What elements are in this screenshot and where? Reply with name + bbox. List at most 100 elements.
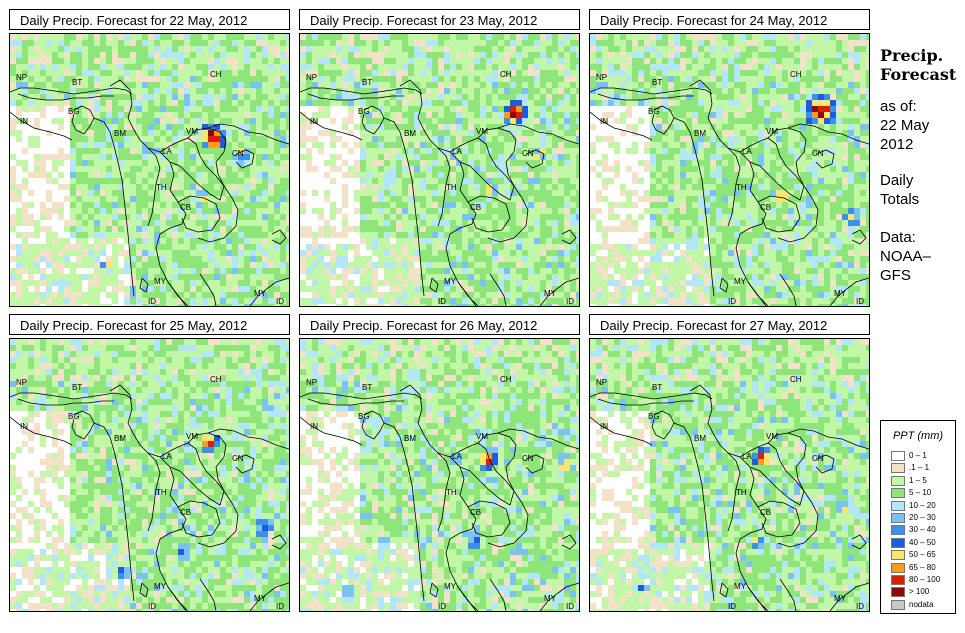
country-border xyxy=(437,147,479,306)
country-border xyxy=(467,195,511,233)
country-border xyxy=(539,582,579,611)
legend-label: 50 – 65 xyxy=(909,550,936,560)
country-border xyxy=(199,273,217,306)
legend-swatch xyxy=(891,599,905,610)
country-label: BM xyxy=(404,129,416,138)
legend-label: 30 – 40 xyxy=(909,525,936,535)
country-label: CH xyxy=(210,70,222,79)
legend-swatch xyxy=(891,537,905,548)
legend-label: .1 – 1 xyxy=(909,463,930,473)
country-border xyxy=(271,534,287,550)
side-totals: Totals xyxy=(880,191,920,208)
country-border xyxy=(561,229,577,245)
legend-swatch xyxy=(891,550,905,561)
country-label: ID xyxy=(728,297,736,306)
country-label: VM xyxy=(766,127,778,136)
forecast-panel-2: Daily Precip. Forecast for 23 May, 2012 … xyxy=(299,9,582,307)
country-border xyxy=(71,105,95,135)
country-label: MY xyxy=(544,289,557,298)
country-border xyxy=(590,111,653,141)
country-border xyxy=(739,442,805,506)
country-border xyxy=(757,500,801,538)
country-label: MY xyxy=(154,277,167,286)
country-label: BG xyxy=(68,107,80,116)
legend-label: > 100 xyxy=(909,587,930,597)
country-label: BG xyxy=(358,412,370,421)
country-label: CH xyxy=(500,70,512,79)
country-label: ID xyxy=(856,602,864,611)
country-border xyxy=(489,273,507,306)
country-border xyxy=(167,586,187,611)
legend-swatch xyxy=(891,451,905,461)
country-label: ID xyxy=(148,602,156,611)
country-border xyxy=(673,117,715,297)
legend-swatch xyxy=(891,587,905,598)
country-label: LA xyxy=(452,452,462,461)
country-border xyxy=(590,416,653,446)
country-border xyxy=(651,105,675,135)
country-label: TH xyxy=(736,488,747,497)
country-border xyxy=(17,398,114,406)
country-label: CB xyxy=(180,508,191,517)
country-border xyxy=(727,147,769,306)
country-border xyxy=(249,582,289,611)
legend-item: .1 – 1 xyxy=(891,463,955,474)
country-border xyxy=(10,87,133,95)
country-border xyxy=(779,578,797,611)
country-border xyxy=(851,534,867,550)
country-label: LA xyxy=(452,147,462,156)
country-border xyxy=(815,149,835,169)
country-label: ID xyxy=(438,602,446,611)
country-border xyxy=(719,582,729,598)
panel-title: Daily Precip. Forecast for 26 May, 2012 xyxy=(299,314,580,335)
legend-label: 10 – 20 xyxy=(909,500,936,510)
country-label: VM xyxy=(766,432,778,441)
country-label: MY xyxy=(544,594,557,603)
country-label: MY xyxy=(834,594,847,603)
country-border xyxy=(361,410,385,440)
country-border xyxy=(829,277,869,306)
panel-title: Daily Precip. Forecast for 22 May, 2012 xyxy=(9,9,290,30)
country-border xyxy=(300,87,423,95)
legend-label: 5 – 10 xyxy=(909,488,932,498)
country-border xyxy=(767,127,819,243)
country-label: CB xyxy=(760,508,771,517)
side-source-line2: GFS xyxy=(880,267,911,284)
country-label: BM xyxy=(114,129,126,138)
legend-swatch xyxy=(891,562,905,573)
legend-swatch xyxy=(891,513,905,523)
country-border xyxy=(815,454,835,474)
legend-item: 30 – 40 xyxy=(891,525,955,536)
country-label: CN xyxy=(522,149,534,158)
country-label: IN xyxy=(600,422,608,431)
country-label: BT xyxy=(72,78,82,87)
country-border xyxy=(597,93,694,101)
country-border xyxy=(235,454,255,474)
country-border xyxy=(747,586,767,611)
country-label: CN xyxy=(812,454,824,463)
country-border xyxy=(207,123,289,145)
side-title-line2: Forecast xyxy=(880,65,957,84)
country-border xyxy=(187,127,239,243)
country-border xyxy=(449,137,515,201)
precip-grid: NP BT BG IN CH BM VM LA TH CB MY MY ID ID CN xyxy=(590,34,869,306)
precip-map: NP BT BG IN CH BM VM LA TH CB MY MY ID ID CN xyxy=(299,338,580,612)
side-data-label: Data: xyxy=(880,229,916,246)
legend-item: 20 – 30 xyxy=(891,513,955,524)
country-border xyxy=(437,452,479,611)
country-border xyxy=(249,277,289,306)
country-label: CB xyxy=(470,508,481,517)
country-label: VM xyxy=(476,127,488,136)
country-border xyxy=(207,428,289,450)
side-source-line1: NOAA– xyxy=(880,248,931,265)
country-border xyxy=(489,578,507,611)
country-border xyxy=(187,432,239,548)
legend-item: 5 – 10 xyxy=(891,488,955,499)
country-label: NP xyxy=(596,73,607,82)
country-border xyxy=(525,454,545,474)
precip-grid: NP BT BG IN CH BM VM LA TH CB MY MY ID ID CN xyxy=(590,339,869,611)
precip-map: NP BT BG IN CH BM VM LA TH CB MY MY ID ID CN xyxy=(9,33,290,307)
legend-label: 80 – 100 xyxy=(909,575,941,584)
side-date-line1: 22 May xyxy=(880,117,930,134)
country-border xyxy=(719,277,729,293)
